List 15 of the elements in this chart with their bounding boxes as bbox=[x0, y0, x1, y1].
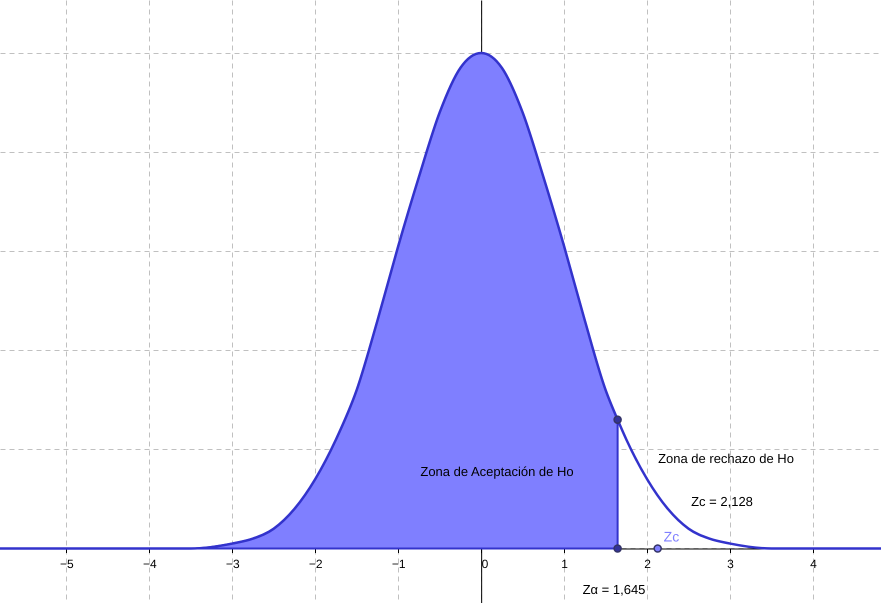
x-tick-label: 1 bbox=[561, 556, 568, 571]
x-tick-label: 4 bbox=[810, 556, 818, 571]
x-tick-label: −1 bbox=[392, 556, 406, 571]
annotation: Zc = 2,128 bbox=[691, 494, 753, 509]
series-label: Zc bbox=[664, 528, 680, 544]
x-tick-label: −3 bbox=[226, 556, 240, 571]
x-tick-label: 0 bbox=[482, 556, 489, 571]
annotation: Zona de rechazo de Ho bbox=[658, 451, 794, 466]
annotation: Zona de Aceptación de Ho bbox=[420, 464, 574, 479]
x-tick-label: −5 bbox=[60, 556, 74, 571]
text: Zα = 1,645 bbox=[582, 582, 646, 597]
x-tick-label: −2 bbox=[308, 556, 323, 571]
x-tick-label: 2 bbox=[644, 556, 652, 571]
x-tick-label: 3 bbox=[727, 556, 734, 571]
x-tick-label: −4 bbox=[142, 556, 157, 571]
